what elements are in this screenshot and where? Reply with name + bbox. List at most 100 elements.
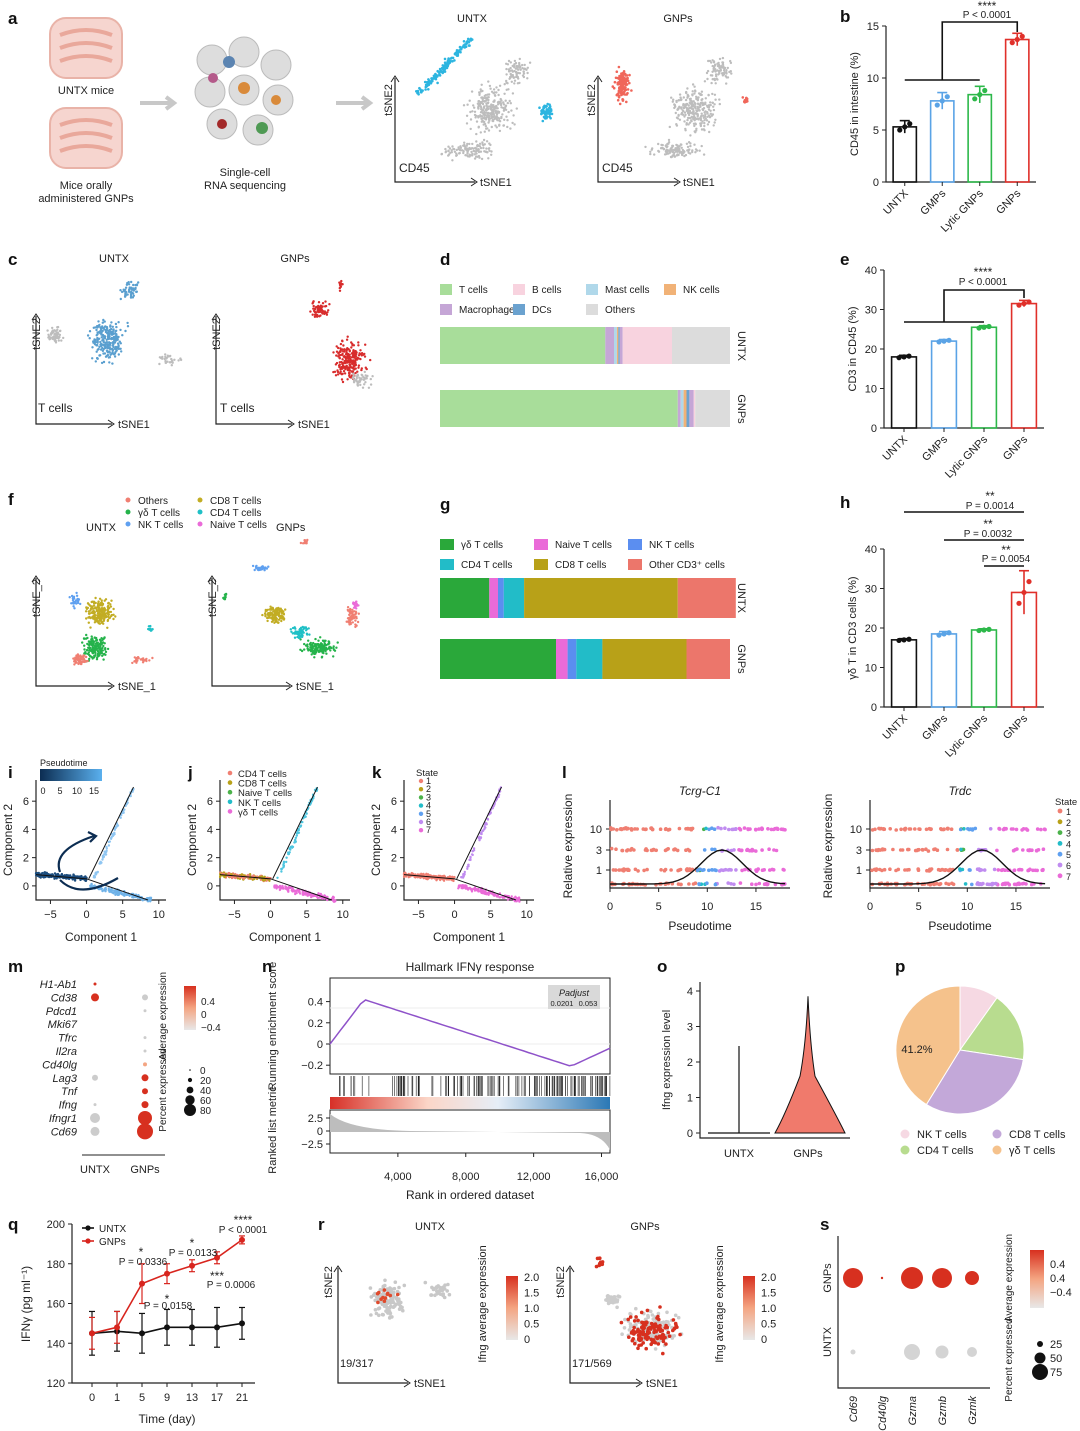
tcell-point [96,326,99,329]
tcell-point [103,325,107,328]
cell-point [285,856,288,859]
cell-point [723,66,727,70]
cell-point [705,119,709,122]
cell-point [677,99,680,102]
legend-swatch [534,559,548,570]
cell-point [301,893,304,896]
tcell-point [336,373,340,376]
cell-point [264,613,267,617]
tsne1-label: tSNE1 [118,419,150,431]
cell-point [468,142,471,146]
cell-point [703,124,706,128]
tcell-point [127,283,131,286]
cell-point [697,96,700,99]
tsne-f-untx-axes [35,578,112,687]
tcell-point [94,326,97,329]
cell-point [82,654,85,657]
cell-point [158,356,162,359]
cell-point [523,67,526,70]
tcell-point [97,347,100,351]
stacked-segment [672,327,730,364]
cell-point [486,115,489,119]
expression-point [738,881,743,885]
gnp-mice-label-2: administered GNPs [38,193,134,205]
cell-point [298,891,301,894]
tcell-point [343,348,346,351]
cell-point [509,73,513,77]
tcell-point [339,342,343,346]
cell-point [89,655,92,658]
cell-point [467,863,470,867]
data-point [907,121,913,127]
axis-arrow-icon [31,575,115,691]
data-point [976,627,982,634]
cell-point [91,600,95,603]
axis [403,780,534,901]
cell-point [96,641,100,644]
cell-point [672,98,675,101]
legend-swatch [513,284,525,295]
cell-point [697,106,701,109]
expression-point [609,826,613,830]
cd45-cell-point [623,77,627,81]
cell-point [51,329,55,333]
expression-point [705,881,709,885]
tcell-point [126,321,129,325]
cell-point [280,870,283,873]
cell-point [103,611,106,615]
cell-point [82,637,86,640]
cell-point [497,88,500,92]
tcell-point [117,321,120,324]
tcell-point [111,325,115,328]
cell-point [149,629,153,632]
cell-point [498,129,502,133]
cell-point [88,616,91,619]
cell-point [103,616,106,619]
data-point [982,87,988,94]
cd45-cell-point [630,89,633,92]
tcell-point [120,350,123,353]
cell-point [696,117,699,120]
tcell-point [99,332,102,335]
trend-line [610,849,786,885]
cell-point [452,147,455,151]
cell-point [112,607,115,611]
x-tick-label: −5 [44,909,57,921]
expression-point [673,847,678,852]
cell-point [700,128,704,131]
y-tick-label: 4 [207,824,213,836]
x-tick-label: GNPs [994,187,1024,217]
cell-point [53,872,57,875]
cell-point [526,71,529,75]
cell-point [503,108,506,111]
cell-point [486,93,489,96]
cell-point [473,106,476,109]
stacked-segment [695,390,730,427]
tsne2-label: tSNE_2 [31,579,43,617]
cell-point [489,811,492,814]
cell-point [714,70,717,73]
tcell-point [95,344,99,347]
cell-point [485,140,489,143]
cell-point [486,892,489,895]
tcell-point [134,288,137,291]
legend-dot [418,787,424,792]
legend-dot [227,799,233,805]
x-tick-label: GMPs [920,712,950,742]
stacked-segment [503,578,525,618]
cell-point [354,619,357,622]
cd45-cell-point [469,37,473,41]
tcell-point [98,354,101,357]
cell-point [459,145,462,148]
tcell-point [339,348,343,352]
cell-point [705,104,709,108]
cell-point [675,116,679,119]
tcell-point [112,328,115,331]
cell-point [671,144,674,147]
stacked-segment [567,639,577,679]
cell-point [503,83,506,86]
tcell-point [337,355,340,358]
cell-point [485,147,488,150]
tcell-point [345,338,349,341]
